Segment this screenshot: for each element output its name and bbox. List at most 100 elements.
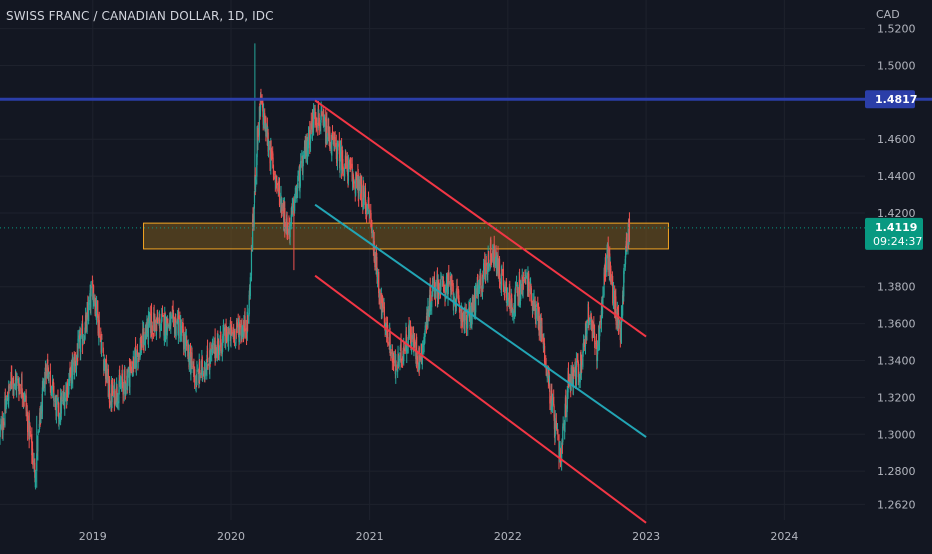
candle-body xyxy=(320,119,322,126)
candle-body xyxy=(138,353,140,361)
candle-body xyxy=(169,320,171,330)
candle-body xyxy=(456,286,458,293)
candle-body xyxy=(543,338,545,344)
candle-body xyxy=(170,316,172,326)
candle-body xyxy=(179,331,181,341)
candle-body xyxy=(414,341,416,345)
candle-body xyxy=(619,320,621,332)
candle-body xyxy=(336,151,338,163)
candle-body xyxy=(278,186,281,206)
candle-body xyxy=(467,311,469,328)
candle-body xyxy=(37,435,39,452)
candle-body xyxy=(302,160,304,173)
candle-body xyxy=(416,356,418,365)
candle-body xyxy=(400,358,403,360)
candle-body xyxy=(273,171,275,175)
candle-body xyxy=(558,449,560,458)
candle-body xyxy=(574,368,576,373)
candle-body xyxy=(453,297,456,299)
candle-body xyxy=(461,320,464,322)
candle-body xyxy=(594,340,596,348)
candle-body xyxy=(475,285,477,313)
candle-body xyxy=(209,351,212,362)
candle-body xyxy=(389,334,391,354)
candle-body xyxy=(85,315,87,329)
countdown-label: 09:24:37 xyxy=(873,235,922,248)
candle-body xyxy=(167,318,169,326)
candle-body xyxy=(364,188,367,209)
channel-midline xyxy=(314,203,647,438)
candle-body xyxy=(383,306,386,323)
candle-body xyxy=(577,362,579,378)
candle-body xyxy=(102,342,104,353)
candle-body xyxy=(573,369,575,373)
candle-body xyxy=(163,314,165,336)
candle-body xyxy=(178,315,180,319)
candle-body xyxy=(87,303,89,314)
candle-body xyxy=(615,296,617,317)
candle-body xyxy=(72,362,74,380)
candle-body xyxy=(207,364,209,369)
candle-body xyxy=(224,328,226,342)
candle-body xyxy=(342,166,344,172)
candle-body xyxy=(300,160,302,168)
candle-body xyxy=(309,136,312,144)
candle-body xyxy=(432,279,434,284)
candle-body xyxy=(44,376,46,392)
resistance-price-badge xyxy=(865,90,915,109)
candle-body xyxy=(534,300,536,316)
candle-body xyxy=(215,346,217,359)
candle-body xyxy=(236,321,238,325)
last-price-badge-label: 1.4119 xyxy=(875,221,917,234)
candle-body xyxy=(124,371,126,379)
candle-body xyxy=(305,139,307,158)
candle-body xyxy=(69,367,71,370)
candle-body xyxy=(118,389,120,404)
candle-body xyxy=(445,276,448,290)
candle-body xyxy=(105,359,108,381)
candle-body xyxy=(101,338,103,340)
candle-body xyxy=(335,142,337,151)
candle-body xyxy=(503,285,505,287)
candle-body xyxy=(525,276,527,277)
candle-body xyxy=(233,331,236,344)
candle-body xyxy=(20,389,22,391)
candle-body xyxy=(80,339,82,353)
candle-body xyxy=(586,326,588,334)
candle-body xyxy=(228,331,230,335)
candle-body xyxy=(151,325,153,335)
candle-body xyxy=(130,369,132,371)
candle-body xyxy=(419,359,421,369)
candle-body xyxy=(52,381,54,383)
candle-body xyxy=(268,147,270,150)
candle-body xyxy=(429,286,431,310)
candle-body xyxy=(230,324,232,339)
candle-body xyxy=(626,233,628,249)
candle-body xyxy=(323,120,326,123)
last-price-badge xyxy=(865,217,923,250)
axis-currency-label: CAD xyxy=(876,8,900,21)
candle-body xyxy=(506,295,509,305)
candle-body xyxy=(5,398,8,406)
candle-body xyxy=(597,349,599,355)
candle-body xyxy=(433,276,435,297)
candle-body xyxy=(133,357,135,369)
candle-body xyxy=(98,320,100,338)
candle-body xyxy=(191,352,193,366)
candle-body xyxy=(316,123,318,125)
candle-body xyxy=(302,154,304,164)
candle-body xyxy=(86,310,88,332)
candle-body xyxy=(281,204,283,214)
candle-body xyxy=(313,109,315,111)
candle-body xyxy=(440,280,442,290)
candle-body xyxy=(206,348,209,362)
time-tick-label: 2022 xyxy=(494,530,522,543)
candle-body xyxy=(514,287,517,308)
candle-body xyxy=(129,371,131,388)
candle-body xyxy=(353,181,355,184)
candle-body xyxy=(212,343,214,345)
candle-body xyxy=(458,297,460,304)
candle-body xyxy=(256,154,258,177)
